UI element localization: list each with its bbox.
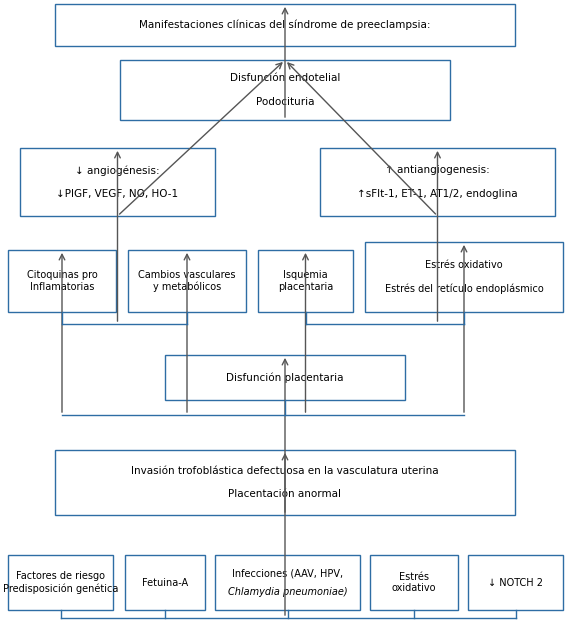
FancyBboxPatch shape [8,555,113,610]
FancyBboxPatch shape [215,555,360,610]
Text: Disfunción placentaria: Disfunción placentaria [226,372,344,383]
FancyBboxPatch shape [320,148,555,216]
Text: Isquemia
placentaria: Isquemia placentaria [278,271,333,292]
FancyBboxPatch shape [468,555,563,610]
FancyBboxPatch shape [370,555,458,610]
Text: Fetuina-A: Fetuina-A [142,577,188,587]
Text: Cambios vasculares
y metabólicos: Cambios vasculares y metabólicos [139,270,236,292]
Text: Disfunción endotelial

Podocituria: Disfunción endotelial Podocituria [230,74,340,107]
FancyBboxPatch shape [365,242,563,312]
Text: Chlamydia pneumoniae): Chlamydia pneumoniae) [227,587,347,597]
Text: Manifestaciones clínicas del síndrome de preeclampsia:: Manifestaciones clínicas del síndrome de… [139,20,431,30]
Text: ↑ antiangiogenesis:

↑sFlt-1, ET-1, AT1/2, endoglina: ↑ antiangiogenesis: ↑sFlt-1, ET-1, AT1/2… [357,165,518,199]
Text: ↓ NOTCH 2: ↓ NOTCH 2 [488,577,543,587]
FancyBboxPatch shape [8,250,116,312]
Text: Estrés
oxidativo: Estrés oxidativo [392,572,436,593]
Text: Invasión trofoblástica defectuosa en la vasculatura uterina

Placentación anorma: Invasión trofoblástica defectuosa en la … [131,466,439,499]
FancyBboxPatch shape [120,60,450,120]
FancyBboxPatch shape [125,555,205,610]
FancyBboxPatch shape [55,450,515,515]
FancyBboxPatch shape [55,4,515,46]
Text: Infecciones (AAV, HPV,: Infecciones (AAV, HPV, [232,568,343,578]
Text: Citoquinas pro
Inflamatorias: Citoquinas pro Inflamatorias [27,271,97,292]
FancyBboxPatch shape [20,148,215,216]
FancyBboxPatch shape [165,355,405,400]
Text: Estrés oxidativo

Estrés del retículo endoplásmico: Estrés oxidativo Estrés del retículo end… [385,260,543,294]
Text: Factores de riesgo
Predisposición genética: Factores de riesgo Predisposición genéti… [3,572,118,594]
FancyBboxPatch shape [258,250,353,312]
Text: ↓ angiogénesis:

↓PlGF, VEGF, NO, HO-1: ↓ angiogénesis: ↓PlGF, VEGF, NO, HO-1 [56,165,178,199]
FancyBboxPatch shape [128,250,246,312]
